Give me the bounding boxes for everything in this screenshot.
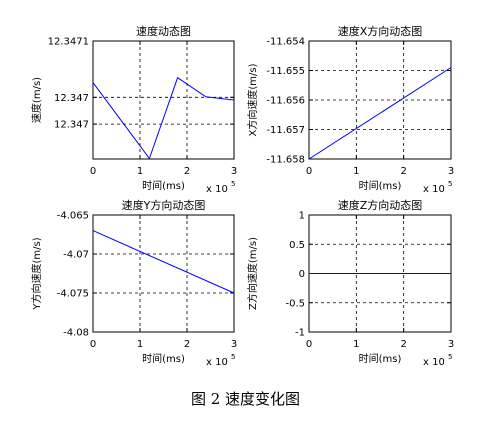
subplot-title: 速度Y方向动态图	[122, 198, 206, 212]
y-tick-label: -0.5	[285, 298, 305, 309]
x-axis-label: 时间(ms)	[142, 179, 185, 192]
plot-frame	[308, 40, 452, 160]
x-tick-label: 0	[90, 339, 96, 350]
plot-frame	[92, 40, 235, 160]
y-tick-label: 12.347	[54, 93, 89, 104]
x-tick-label: 2	[184, 339, 190, 350]
x-tick-label: 1	[137, 166, 143, 177]
x-tick-label: 3	[448, 166, 454, 177]
x-tick-label: 2	[400, 166, 406, 177]
y-tick-label: -4.07	[63, 250, 89, 261]
y-tick-label: 0.5	[289, 240, 305, 251]
x-tick-label: 3	[448, 339, 454, 350]
y-tick-label: -11.656	[266, 96, 305, 107]
x-axis-label: 时间(ms)	[359, 352, 402, 365]
x-tick-label: 2	[184, 166, 190, 177]
figure-caption: 图 2 速度变化图	[190, 390, 301, 408]
x-tick-label: 0	[306, 166, 312, 177]
y-tick-label: 1	[299, 211, 305, 222]
y-tick-label: -1	[295, 328, 305, 339]
series-line	[308, 67, 452, 160]
y-axis-label: Y方向速度(m/s)	[30, 237, 43, 310]
subplot-2: 0 1 2 3 -11.658 -11.657 -11.656 -11.655 -11.654 速…	[246, 24, 454, 195]
x-axis-label: 时间(ms)	[359, 179, 402, 192]
x-tick-label: 3	[231, 339, 237, 350]
x-exponent-power: 5	[448, 180, 452, 188]
y-axis-label: Z方向速度(m/s)	[246, 237, 259, 310]
subplot-3: 0 1 2 3 -4.08 -4.075 -4.07 -4.065 速度Y方向动态图时间(ms)…	[30, 198, 237, 368]
x-exponent-power: 5	[231, 353, 235, 361]
y-tick-label: 12.3471	[48, 37, 89, 48]
y-tick-label: -4.065	[57, 211, 89, 222]
subplot-title: 速度X方向动态图	[338, 24, 423, 38]
x-tick-label: 3	[231, 166, 237, 177]
y-tick-label: 12.347	[54, 120, 89, 131]
series-line	[92, 230, 235, 294]
plot-frame	[92, 214, 235, 333]
y-axis-label: 速度(m/s)	[30, 77, 43, 123]
x-tick-label: 0	[306, 339, 312, 350]
x-exponent-power: 5	[448, 353, 452, 361]
y-axis-label: X方向速度(m/s)	[246, 63, 259, 136]
y-tick-label: -11.655	[266, 66, 305, 77]
y-tick-label: 0	[299, 269, 305, 280]
x-tick-label: 1	[137, 339, 143, 350]
x-tick-label: 2	[400, 339, 406, 350]
y-tick-label: -11.658	[266, 155, 305, 166]
subplot-title: 速度Z方向动态图	[338, 198, 423, 212]
y-tick-label: -4.075	[57, 289, 89, 300]
y-tick-label: -11.654	[266, 37, 305, 48]
y-tick-label: -4.08	[63, 328, 89, 339]
x-exponent-label: x 10	[423, 184, 445, 195]
subplot-title: 速度动态图	[136, 24, 191, 38]
x-exponent-label: x 10	[423, 357, 445, 368]
x-tick-label: 1	[353, 339, 359, 350]
x-tick-label: 0	[90, 166, 96, 177]
x-exponent-power: 5	[231, 180, 235, 188]
x-exponent-label: x 10	[206, 357, 228, 368]
y-tick-label: -11.657	[266, 125, 305, 136]
x-axis-label: 时间(ms)	[142, 352, 185, 365]
series-line	[92, 76, 235, 160]
x-tick-label: 1	[353, 166, 359, 177]
x-exponent-label: x 10	[206, 184, 228, 195]
